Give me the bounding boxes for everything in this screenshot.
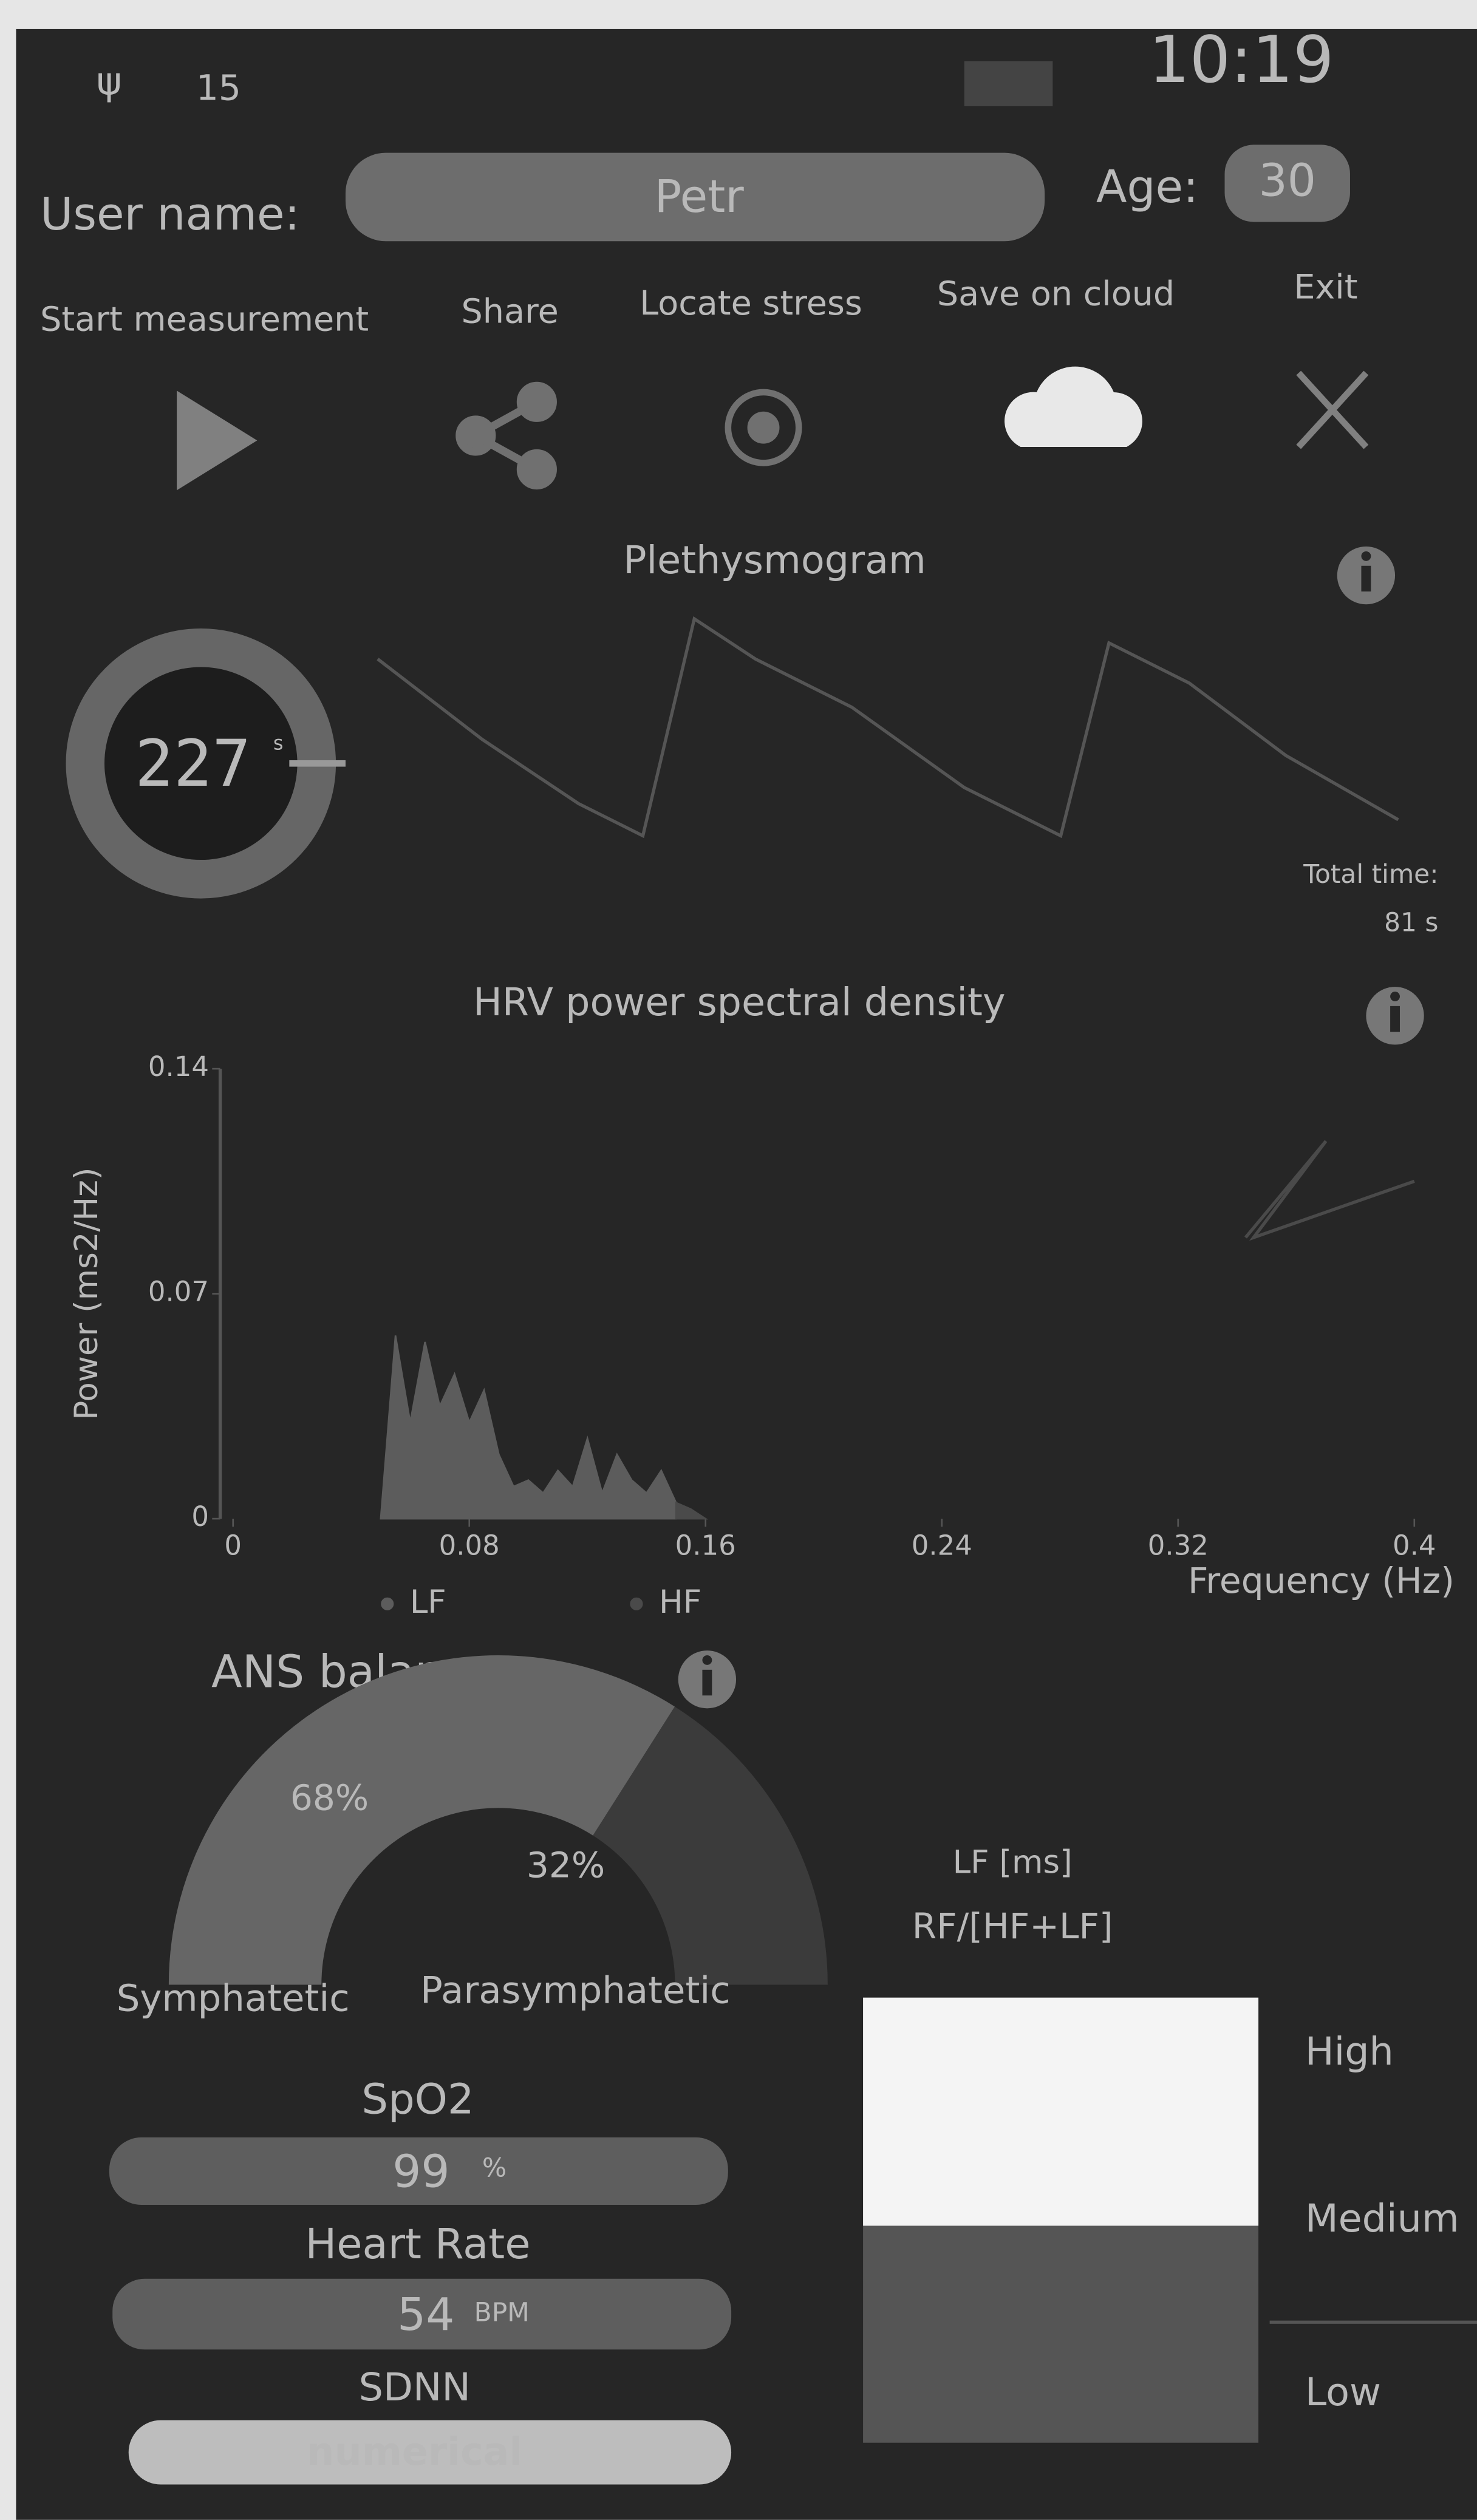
x-tick-label: 0.08 [439,1530,500,1562]
psd-title: HRV power spectral density [473,979,1005,1024]
stress-bar-bottom [863,2225,1258,2442]
metric-name: SpO2 [361,2076,474,2124]
x-tick-label: 0.32 [1148,1530,1209,1562]
usb-icon: ψ [97,58,122,103]
signal-icons [964,61,1053,106]
x-tick-label: 0.16 [675,1530,736,1562]
start-label: Start measurement [40,300,369,339]
timer-unit: s [273,733,284,755]
x-tick-label: 0.4 [1393,1530,1436,1562]
level-medium: Medium [1305,2196,1459,2241]
exit-label: Exit [1294,268,1357,307]
legend-label: LF [410,1584,446,1621]
ans-value-label: 68% [290,1777,369,1818]
y-axis-label: Power (ms2/Hz) [68,1167,105,1420]
ans-category: Parasymphatetic [420,1969,731,2012]
notification: 15 [196,67,241,109]
legend-label: HF [659,1584,701,1621]
x-tick-label: 0.24 [912,1530,972,1562]
age-label: Age: [1096,161,1198,213]
metric-value: 99 [392,2145,449,2198]
age: 30 [1259,154,1316,206]
info-icon[interactable] [678,1650,736,1708]
page: {"status_bar":{"notification":"15","time… [0,0,1477,2520]
x-tick-label: 0 [224,1530,242,1562]
level-low: Low [1305,2369,1381,2414]
locate-label: Locate stress [640,284,862,323]
metric-name: SDNN [359,2365,471,2409]
user-name: Petr [655,171,745,223]
ans-value-label: 32% [527,1844,605,1885]
metric-unit: % [482,2153,507,2182]
timer-hand [289,760,346,767]
cloud-label: Save on cloud [937,274,1175,313]
legend-marker [630,1598,643,1610]
screenshot: ψ 15 10:19 User name: Petr Age: 30 Start… [0,0,1477,2520]
total-time: 81 s [1384,907,1438,937]
ans-category: Symphatetic [117,1978,350,2020]
info-icon[interactable] [1366,987,1424,1044]
clock: 10:19 [1148,22,1334,97]
y-tick-label: 0 [191,1500,209,1533]
x-axis-label: Frequency (Hz) [1188,1560,1455,1601]
metric-value: 54 [397,2289,454,2341]
metric-unit: BPM [474,2298,530,2328]
stress-label-1: LF [ms] [953,1844,1073,1881]
info-icon[interactable] [1337,547,1395,604]
total-time-label: Total time: [1303,859,1438,889]
metric-name: Heart Rate [305,2220,531,2269]
metric-value: numerical [307,2429,522,2474]
timer: 227 [135,726,251,801]
level-high: High [1305,2029,1394,2074]
share-label: Share [462,291,559,331]
y-tick-label: 0.07 [148,1276,209,1308]
y-tick-label: 0.14 [148,1051,209,1083]
legend-marker [381,1598,394,1610]
user-label: User name: [40,188,299,240]
stress-label-2: RF/[HF+LF] [912,1905,1113,1947]
pleth-title: Plethysmogram [623,537,926,582]
stress-bar-top [863,1998,1258,2226]
